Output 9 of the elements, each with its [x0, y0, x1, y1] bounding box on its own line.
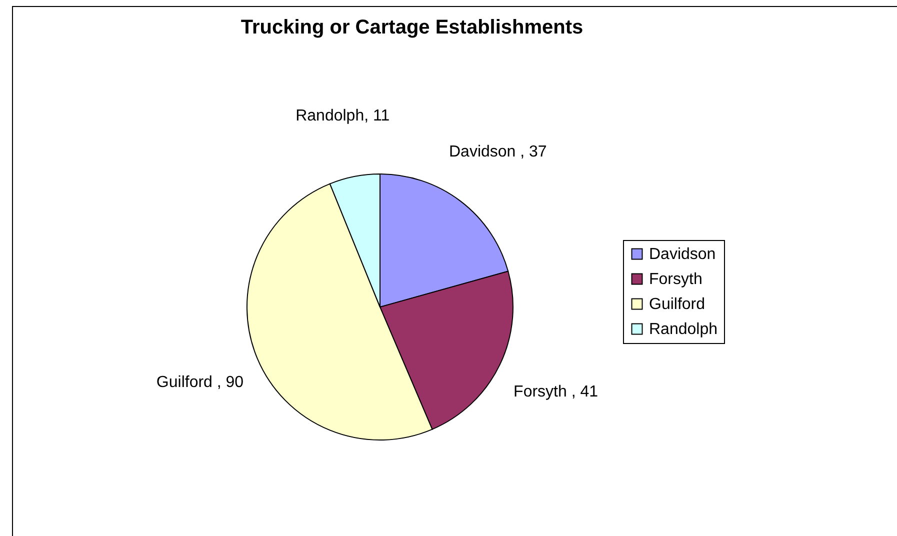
data-label: Guilford , 90: [156, 374, 244, 392]
legend-label: Randolph: [649, 321, 718, 338]
legend-label: Guilford: [649, 296, 706, 313]
legend-label: Forsyth: [649, 271, 702, 288]
chart-title: Trucking or Cartage Establishments: [240, 16, 584, 39]
legend-label: Davidson: [649, 246, 716, 263]
data-label: Randolph, 11: [296, 108, 390, 125]
data-label: Forsyth , 41: [514, 383, 598, 400]
data-label: Davidson , 37: [448, 144, 547, 161]
